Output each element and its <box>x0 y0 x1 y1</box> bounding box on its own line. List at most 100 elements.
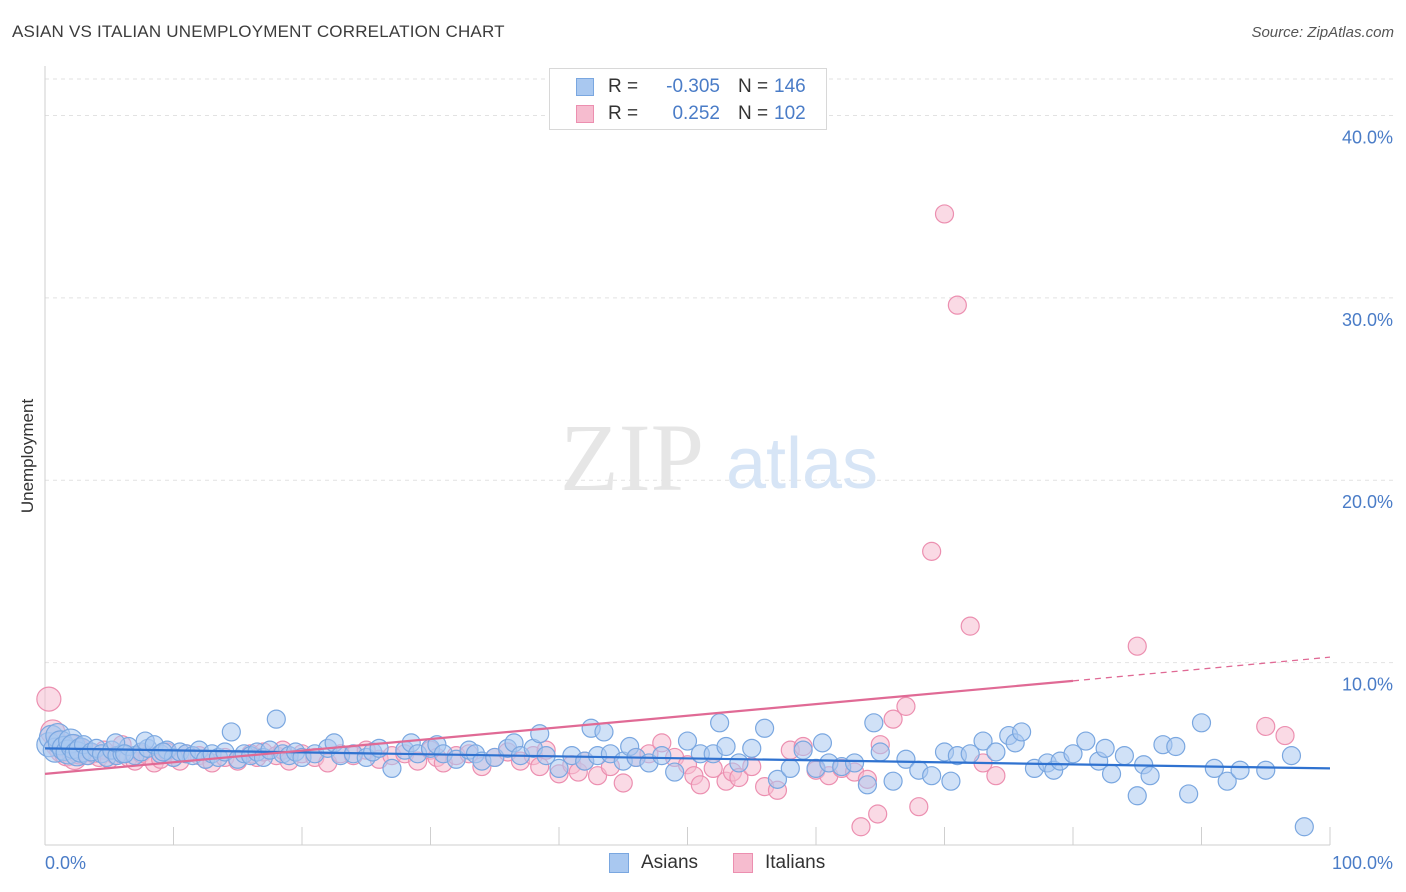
data-point <box>896 749 916 769</box>
data-point <box>1127 786 1147 806</box>
data-point <box>1256 716 1276 737</box>
n-label: N = <box>738 103 769 124</box>
legend-row-asians: R = -0.305 N = 146 <box>576 75 806 99</box>
data-point <box>710 713 730 733</box>
trend-line <box>44 679 1074 775</box>
data-point <box>1179 784 1199 804</box>
watermark: ZIP atlas <box>560 404 878 511</box>
data-point <box>864 713 884 733</box>
watermark-zip: ZIP <box>560 404 704 511</box>
data-point <box>1076 731 1096 751</box>
data-point <box>941 771 961 791</box>
trend-lines <box>44 656 1331 775</box>
data-point <box>716 736 736 757</box>
y-tick-label: 40.0% <box>1342 127 1393 147</box>
chart-source: Source: ZipAtlas.com <box>1251 24 1394 41</box>
data-point <box>613 773 633 793</box>
data-point <box>1114 746 1135 766</box>
data-point <box>1127 636 1147 656</box>
data-point <box>857 775 878 795</box>
data-point <box>221 722 241 742</box>
r-label: R = <box>608 103 639 124</box>
asians-swatch <box>576 78 594 96</box>
data-point <box>844 753 865 773</box>
axes <box>44 66 1331 846</box>
data-point <box>665 762 685 782</box>
r-label: R = <box>608 76 639 97</box>
legend-label: Italians <box>765 852 826 873</box>
data-point <box>1275 725 1295 746</box>
data-point <box>1294 817 1314 837</box>
data-point <box>1256 760 1276 780</box>
legend-item-italians[interactable]: Italians <box>733 852 825 874</box>
data-point <box>382 758 402 779</box>
data-point <box>934 204 955 224</box>
data-point <box>1011 722 1032 742</box>
n-label: N = <box>738 76 769 97</box>
data-point <box>812 733 833 753</box>
data-point <box>909 797 929 817</box>
italians-swatch <box>576 105 594 123</box>
italians-swatch <box>733 853 753 873</box>
legend-label: Asians <box>641 852 699 873</box>
data-point <box>973 731 993 751</box>
y-tick-label: 30.0% <box>1342 310 1393 330</box>
data-point <box>883 771 903 791</box>
data-point <box>153 742 173 762</box>
data-point <box>754 718 775 738</box>
data-point <box>115 744 135 764</box>
data-point <box>947 295 967 315</box>
data-point <box>1101 764 1122 784</box>
data-point <box>1217 771 1237 791</box>
asians-swatch <box>609 853 629 873</box>
chart-title: ASIAN VS ITALIAN UNEMPLOYMENT CORRELATIO… <box>12 22 505 41</box>
data-point <box>742 738 762 758</box>
data-point <box>986 766 1006 786</box>
watermark-atlas: atlas <box>726 424 878 504</box>
data-point <box>1166 736 1186 757</box>
trend-line <box>44 747 1331 770</box>
legend-item-asians[interactable]: Asians <box>609 852 698 874</box>
r-value: -0.305 <box>666 76 720 97</box>
data-point <box>729 753 749 773</box>
data-point <box>780 758 800 779</box>
trend-line-extension <box>1072 656 1331 682</box>
data-point <box>883 709 903 729</box>
data-point <box>851 817 871 837</box>
data-point <box>1140 766 1160 786</box>
data-point <box>1095 738 1115 758</box>
x-tick-label: 100.0% <box>1332 853 1393 873</box>
data-point <box>549 758 569 779</box>
data-point <box>690 775 710 795</box>
data-point <box>1191 713 1212 733</box>
data-point <box>986 742 1006 762</box>
data-point <box>1230 760 1250 780</box>
series-legend: Asians Italians <box>0 852 1406 878</box>
grid-lines <box>45 78 1395 664</box>
data-point <box>793 740 813 760</box>
correlation-legend: R = -0.305 N = 146 R = 0.252 N = 102 <box>549 68 827 130</box>
data-point <box>36 686 62 712</box>
data-point <box>594 722 614 742</box>
n-value: 102 <box>774 103 806 124</box>
data-point <box>1281 746 1302 766</box>
x-tick-label: 0.0% <box>45 853 86 873</box>
series-asians <box>36 709 1314 837</box>
data-point <box>960 616 980 636</box>
data-point <box>652 746 672 766</box>
data-point <box>767 769 788 789</box>
data-point <box>868 804 888 824</box>
y-tick-label: 20.0% <box>1342 492 1393 512</box>
tick-labels: 10.0% 20.0% 30.0% 40.0% 0.0% 100.0% <box>45 127 1393 873</box>
data-point <box>266 709 286 729</box>
data-point <box>896 696 916 716</box>
y-tick-label: 10.0% <box>1342 675 1393 695</box>
r-value: 0.252 <box>672 103 720 124</box>
data-point <box>922 766 942 786</box>
n-value: 146 <box>774 76 806 97</box>
data-point <box>870 742 890 762</box>
data-point <box>677 731 698 751</box>
data-point <box>1204 758 1224 779</box>
data-point <box>922 541 942 561</box>
